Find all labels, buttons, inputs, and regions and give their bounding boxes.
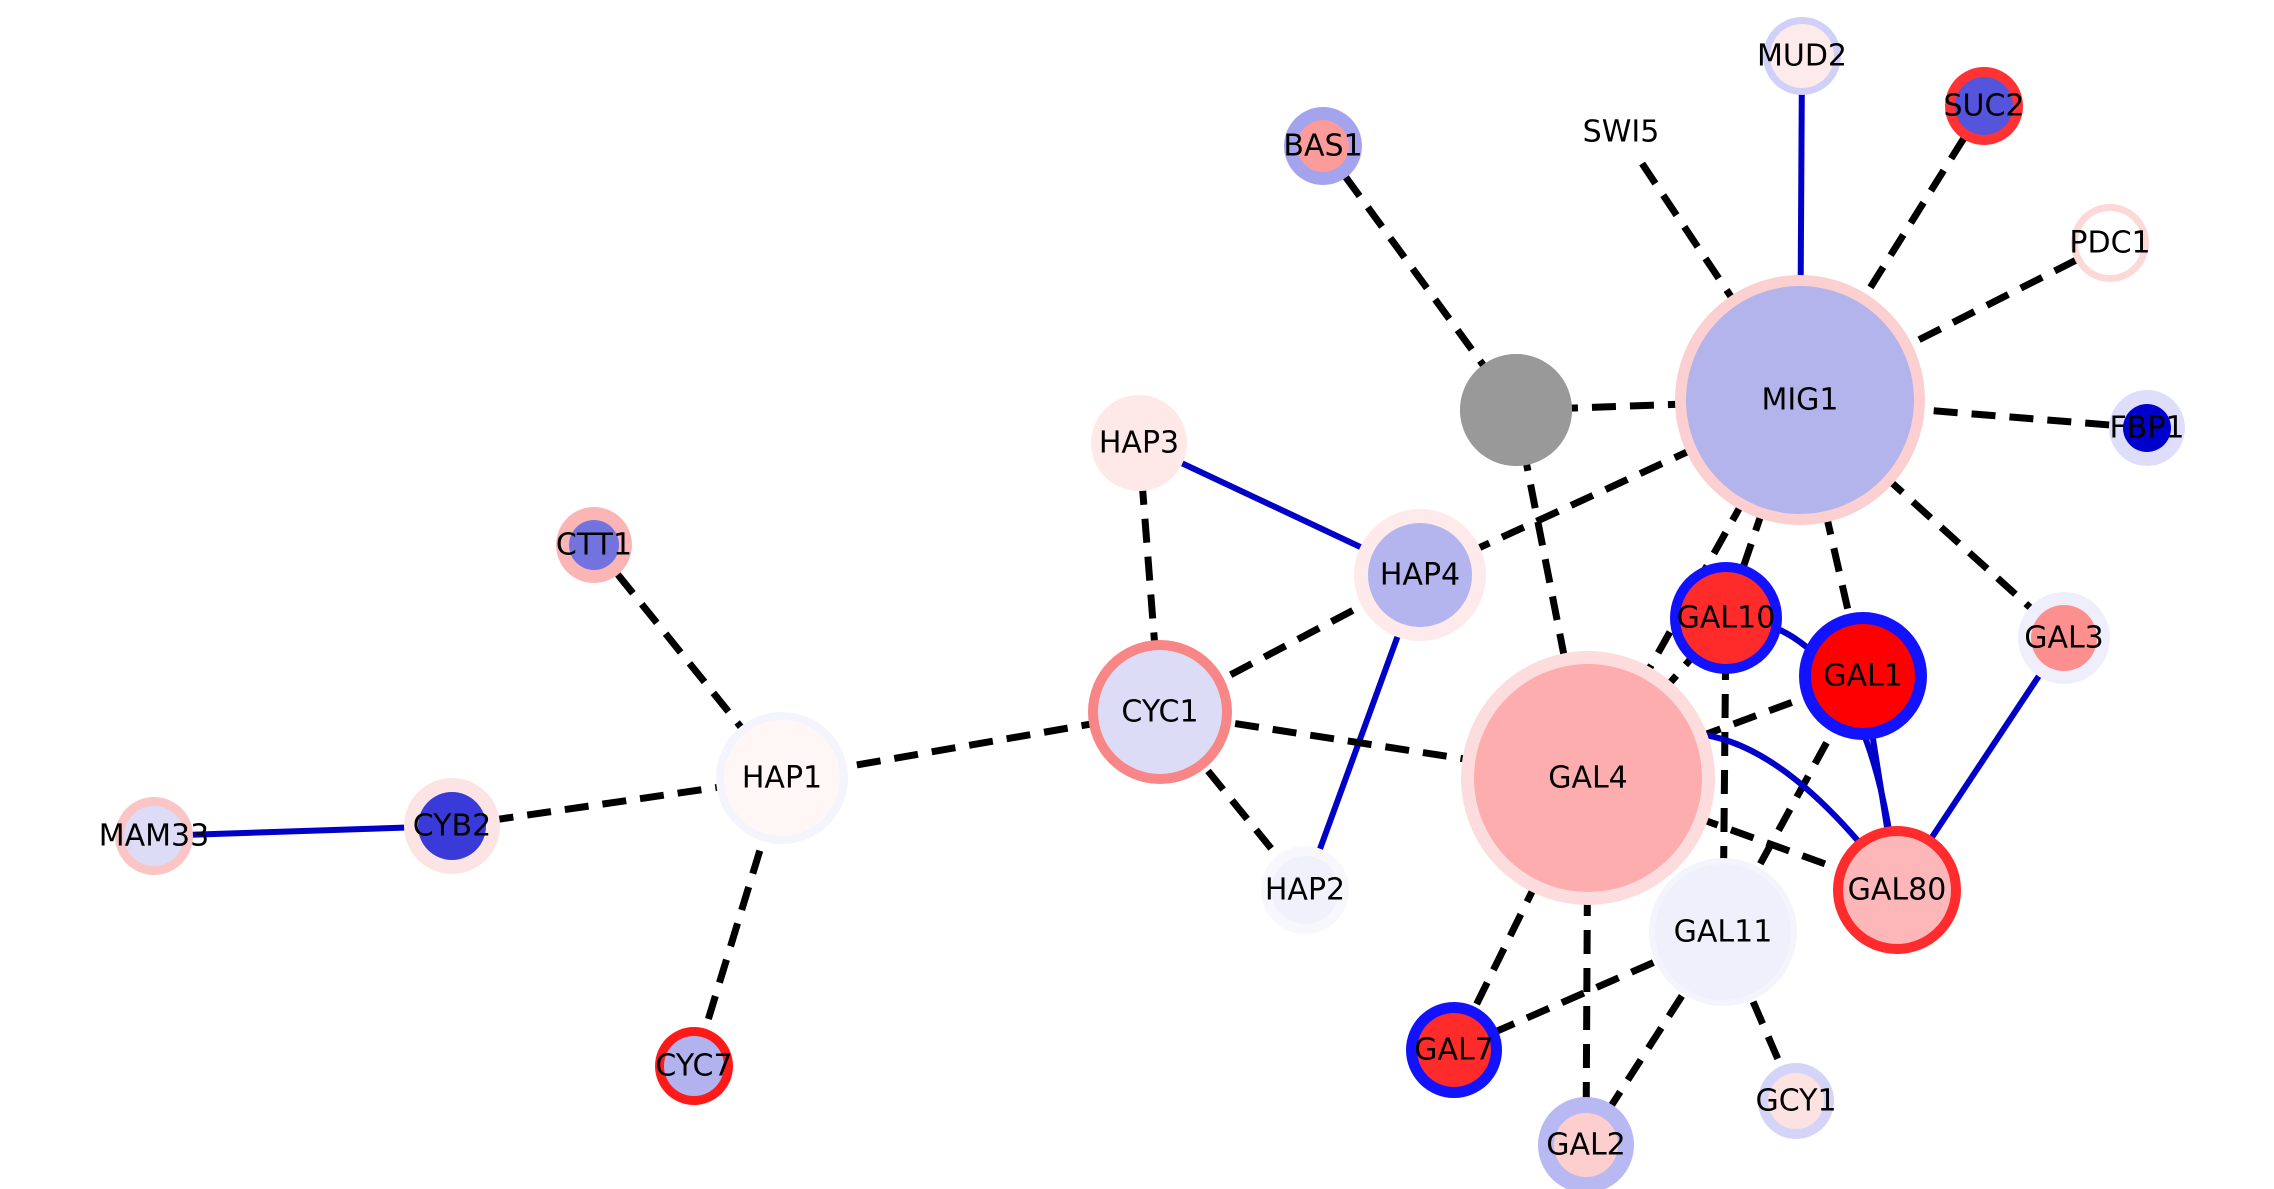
- node-mam33[interactable]: MAM33: [99, 797, 209, 875]
- edges-layer: [153, 55, 2148, 1147]
- node-gal11[interactable]: GAL11: [1649, 858, 1797, 1006]
- node-label: MAM33: [99, 819, 209, 854]
- node-gal80[interactable]: GAL80: [1833, 826, 1961, 954]
- node-core: [1768, 1073, 1824, 1129]
- node-core: [724, 720, 840, 836]
- node-core: [1474, 664, 1702, 892]
- node-bas1[interactable]: BAS1: [1283, 107, 1363, 185]
- node-label: BAS1: [1283, 129, 1362, 164]
- node-hap1[interactable]: HAP1: [716, 712, 848, 844]
- node-core: [1368, 523, 1472, 627]
- node-gal10[interactable]: GAL10: [1670, 562, 1782, 674]
- node-gal2[interactable]: GAL2: [1538, 1097, 1634, 1189]
- node-core: [124, 806, 184, 866]
- edge-fbp1-mig1: [1799, 396, 2148, 432]
- node-label: CTT1: [556, 528, 632, 563]
- node-label: MIG1: [1761, 383, 1838, 418]
- node-hub[interactable]: [1460, 354, 1572, 466]
- node-core: [1297, 120, 1349, 172]
- node-core: [1554, 1113, 1618, 1177]
- node-label: GAL2: [1546, 1128, 1626, 1163]
- node-label: SWI5: [1583, 115, 1660, 150]
- node-swi5[interactable]: SWI5: [1583, 99, 1660, 165]
- node-label: CYC1: [1121, 695, 1198, 730]
- node-mig1[interactable]: MIG1: [1675, 275, 1925, 525]
- node-hap3[interactable]: HAP3: [1091, 395, 1187, 491]
- node-label: FBP1: [2109, 411, 2184, 446]
- node-label: GAL1: [1823, 659, 1903, 694]
- node-label: MUD2: [1757, 39, 1847, 74]
- node-ctt1[interactable]: CTT1: [556, 507, 632, 583]
- node-suc2[interactable]: SUC2: [1943, 67, 2025, 145]
- node-core: [1588, 99, 1654, 165]
- edge-mam33-cyb2: [153, 823, 453, 839]
- node-label: CYC7: [655, 1049, 732, 1084]
- node-label: HAP4: [1380, 558, 1460, 593]
- node-label: GAL11: [1674, 915, 1773, 950]
- node-label: GAL10: [1677, 601, 1776, 636]
- node-mud2[interactable]: MUD2: [1757, 17, 1847, 95]
- node-cyb2[interactable]: CYB2: [404, 778, 500, 874]
- node-label: PDC1: [2069, 226, 2150, 261]
- node-core: [664, 1036, 724, 1096]
- node-label: GCY1: [1755, 1084, 1836, 1119]
- node-core: [418, 792, 486, 860]
- node-core: [2031, 605, 2097, 671]
- node-cyc1[interactable]: CYC1: [1088, 640, 1232, 784]
- node-core: [1098, 650, 1222, 774]
- node-core: [1417, 1013, 1491, 1087]
- node-label: GAL7: [1414, 1033, 1494, 1068]
- node-label: CYB2: [413, 809, 491, 844]
- node-core: [1680, 572, 1772, 664]
- node-label: HAP2: [1265, 873, 1345, 908]
- node-gal7[interactable]: GAL7: [1406, 1002, 1502, 1098]
- node-label: GAL80: [1848, 873, 1947, 908]
- node-cyc7[interactable]: CYC7: [655, 1027, 733, 1105]
- node-pdc1[interactable]: PDC1: [2069, 204, 2151, 282]
- node-gcy1[interactable]: GCY1: [1755, 1063, 1837, 1139]
- node-label: HAP3: [1099, 426, 1179, 461]
- node-core: [1843, 836, 1951, 944]
- node-label: GAL4: [1548, 761, 1628, 796]
- node-label: SUC2: [1943, 89, 2024, 124]
- node-core: [1811, 624, 1915, 728]
- node-core: [1770, 24, 1834, 88]
- node-core: [569, 520, 619, 570]
- node-core: [1655, 864, 1791, 1000]
- node-label: HAP1: [742, 761, 822, 796]
- node-label: GAL3: [2024, 621, 2104, 656]
- nodes-layer: MIG1 GAL4 GAL11 CYC1 HAP4 HAP1 GAL80 GAL1 GAL10 G…: [99, 17, 2185, 1189]
- node-gal3[interactable]: GAL3: [2018, 592, 2110, 684]
- node-core: [1460, 354, 1572, 466]
- node-hap4[interactable]: HAP4: [1354, 509, 1486, 641]
- node-core: [1095, 399, 1183, 487]
- node-core: [2078, 211, 2142, 275]
- edge-mig1-hap4: [1418, 396, 1802, 579]
- node-gal4[interactable]: GAL4: [1461, 651, 1715, 905]
- node-hap2[interactable]: HAP2: [1261, 846, 1349, 934]
- node-core: [2123, 404, 2171, 452]
- node-core: [1271, 856, 1339, 924]
- node-core: [1955, 77, 2013, 135]
- node-gal1[interactable]: GAL1: [1799, 612, 1927, 740]
- node-fbp1[interactable]: FBP1: [2109, 390, 2185, 466]
- node-core: [1686, 286, 1914, 514]
